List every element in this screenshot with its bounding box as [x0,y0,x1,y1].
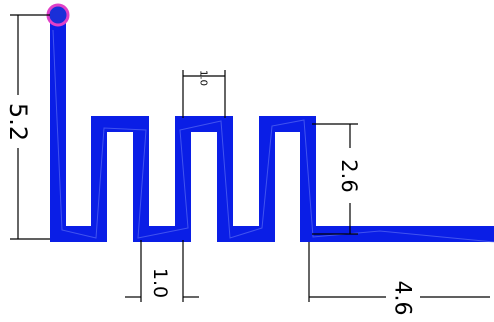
meander-trace [50,16,494,243]
feed-point [46,3,70,27]
dimension-gap-width [125,240,199,302]
dimension-top-width-label: 1.0 [198,70,209,86]
dimension-tail-length-label: 4.6 [390,281,415,316]
feed-point-center [52,9,64,21]
dimension-gap-width-label: 1.0 [149,268,171,298]
dimension-meander-height [312,123,358,235]
trace-mesh-lines [52,29,494,243]
dimension-meander-height-label: 2.6 [337,159,361,192]
dimension-tail-length [308,242,490,302]
dimension-height-total-label: 5.2 [4,103,32,141]
dimension-height-total [10,14,50,240]
dimension-top-width [182,70,226,118]
